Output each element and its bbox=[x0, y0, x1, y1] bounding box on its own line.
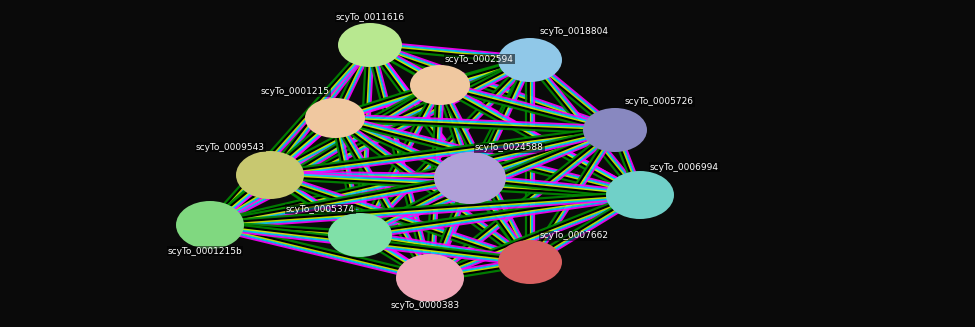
Ellipse shape bbox=[583, 108, 647, 152]
Text: scyTo_0006994: scyTo_0006994 bbox=[650, 163, 719, 171]
Ellipse shape bbox=[434, 152, 506, 204]
Text: scyTo_0001215b: scyTo_0001215b bbox=[168, 247, 243, 255]
Text: scyTo_0009543: scyTo_0009543 bbox=[196, 143, 265, 151]
Text: scyTo_0018804: scyTo_0018804 bbox=[540, 27, 609, 37]
Text: scyTo_0024588: scyTo_0024588 bbox=[475, 144, 544, 152]
Text: scyTo_0005726: scyTo_0005726 bbox=[625, 97, 694, 107]
Ellipse shape bbox=[305, 98, 365, 138]
Ellipse shape bbox=[396, 254, 464, 302]
Ellipse shape bbox=[606, 171, 674, 219]
Ellipse shape bbox=[236, 151, 304, 199]
Text: scyTo_0007662: scyTo_0007662 bbox=[540, 232, 609, 240]
Text: scyTo_0001215: scyTo_0001215 bbox=[261, 88, 330, 96]
Text: scyTo_0000383: scyTo_0000383 bbox=[390, 301, 459, 311]
Ellipse shape bbox=[498, 38, 562, 82]
Text: scyTo_0002594: scyTo_0002594 bbox=[445, 55, 514, 63]
Ellipse shape bbox=[338, 23, 402, 67]
Ellipse shape bbox=[176, 201, 244, 249]
Text: scyTo_0005374: scyTo_0005374 bbox=[286, 204, 355, 214]
Text: scyTo_0011616: scyTo_0011616 bbox=[335, 12, 405, 22]
Ellipse shape bbox=[410, 65, 470, 105]
Ellipse shape bbox=[498, 240, 562, 284]
Ellipse shape bbox=[328, 213, 392, 257]
